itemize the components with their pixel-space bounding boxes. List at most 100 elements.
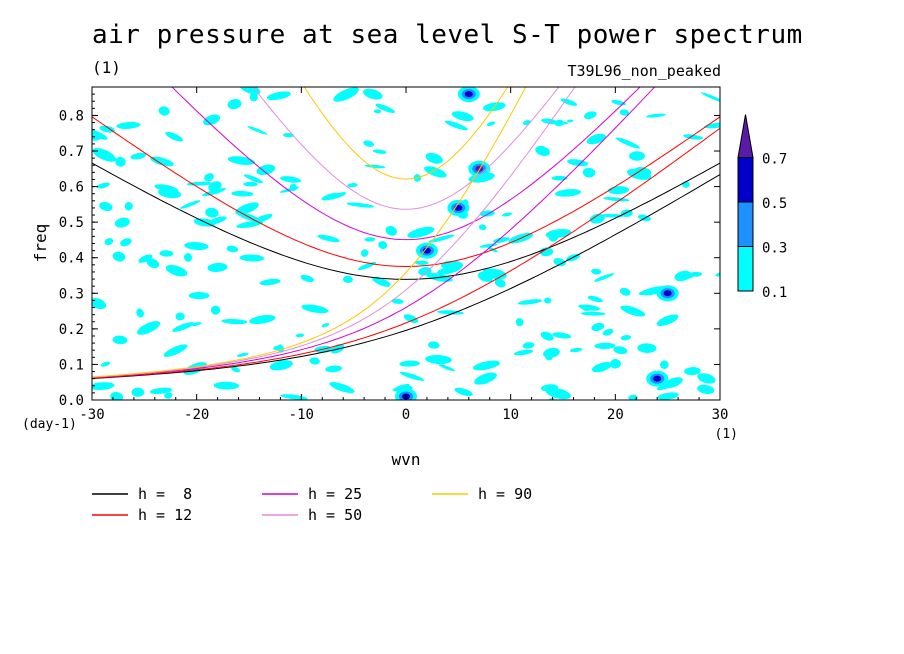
power-contour-low [184,253,192,262]
power-contour-low [681,271,700,280]
power-contour-low [124,202,133,211]
y-tick-label: 0.4 [59,251,84,267]
dispersion-curve-ig [252,87,560,210]
legend-label: h = 8 [138,485,192,503]
power-contour-low [186,181,213,186]
power-contour-low [586,133,606,145]
power-contour-low [418,266,432,276]
power-contour-low [522,342,535,349]
power-contour-low [591,268,602,275]
dispersion-curve-mrg [92,87,576,378]
x-tick-label: -10 [289,407,314,423]
power-contour-low [440,260,464,270]
power-contour-low [347,182,358,188]
power-contour-low [697,373,716,384]
power-contour-low [375,103,395,113]
power-contour-low [210,305,221,315]
power-contour-low [203,114,221,126]
power-contour-low [300,275,314,283]
colorbar-label: 0.5 [762,196,787,212]
power-contour-low [266,91,291,101]
power-contour-low [100,361,111,367]
power-contour-low [254,213,273,223]
power-contour-low [361,249,369,257]
legend-label: h = 12 [138,506,192,524]
legend-label: h = 50 [308,506,362,524]
power-contour-low [656,314,679,327]
power-contour-low [502,212,512,217]
power-contour-low [603,197,630,202]
power-contour-low [110,391,124,400]
power-contour-low [554,189,582,197]
power-contour-low [364,164,386,169]
power-contour-low [205,207,219,218]
x-unit-label: (1) [715,427,738,442]
power-contour-low [146,258,160,269]
power-contour-low [548,231,559,242]
power-contour-low [444,120,468,131]
power-contour-low [602,328,614,336]
dispersion-curve-mrg [92,87,527,378]
power-contour-low [414,260,429,265]
colorbar-label: 0.3 [762,241,787,257]
dispersion-curve-ig [171,87,641,241]
power-contour-low [333,87,359,102]
power-contour-low [545,387,571,400]
power-contour-low [239,254,265,262]
power-contour-low [407,226,435,238]
power-contour-low [454,387,473,397]
power-contour-low [428,341,440,349]
power-contour-low [120,238,132,247]
x-tick-label: -20 [184,407,209,423]
power-contour-low [550,121,569,125]
power-contour-low [180,200,201,209]
power-feature-core [464,91,473,98]
power-contour-low [247,126,268,135]
power-contour-low [683,134,704,140]
power-contour-low [553,258,566,267]
power-contour-low [662,377,683,389]
power-contour-low [646,113,666,118]
y-tick-label: 0.1 [59,357,84,373]
power-contour-low [136,321,161,335]
power-contour-low [92,133,102,141]
colorbar-band [737,246,754,292]
power-contour-low [535,145,550,156]
units-label: (1) [92,58,121,77]
power-contour-low [226,245,239,253]
power-contour-low [486,121,496,126]
power-contour-low [150,156,174,167]
y-tick-label: 0.6 [59,180,84,196]
power-contour-low [477,271,493,283]
power-contour-low [587,295,603,303]
power-contour-low [235,202,259,215]
power-contour-low [244,174,263,184]
colorbar: 0.1 0.3 0.5 0.7 [737,114,787,301]
power-contour-low [472,360,500,371]
power-contour-low [700,92,720,103]
power-contour-low [259,278,281,286]
power-contour-low [615,137,641,149]
power-contour-low [221,318,248,325]
power-contour-low [115,156,126,167]
power-contour-low [227,99,242,110]
chart-title: air pressure at sea level S-T power spec… [92,20,803,50]
power-contour-low [96,182,110,189]
dispersion-curve-ig [92,162,720,280]
power-contour-low [130,152,147,160]
power-contour-low [715,272,720,277]
y-axis-label: freq [31,224,50,263]
power-contour-low [591,322,605,332]
power-contour-low [428,234,455,243]
y-tick-label: 0.7 [59,144,84,160]
power-contour-low [391,298,404,304]
power-contour-low [451,111,474,122]
power-contour-low [99,201,113,212]
power-contour-low [329,382,355,394]
power-contour-low [138,254,153,263]
y-unit-label: (day-1) [22,417,77,432]
power-contour-low [158,106,170,116]
power-contour-low [172,322,194,332]
power-contour-low [515,318,524,327]
power-contour-low [582,167,596,178]
